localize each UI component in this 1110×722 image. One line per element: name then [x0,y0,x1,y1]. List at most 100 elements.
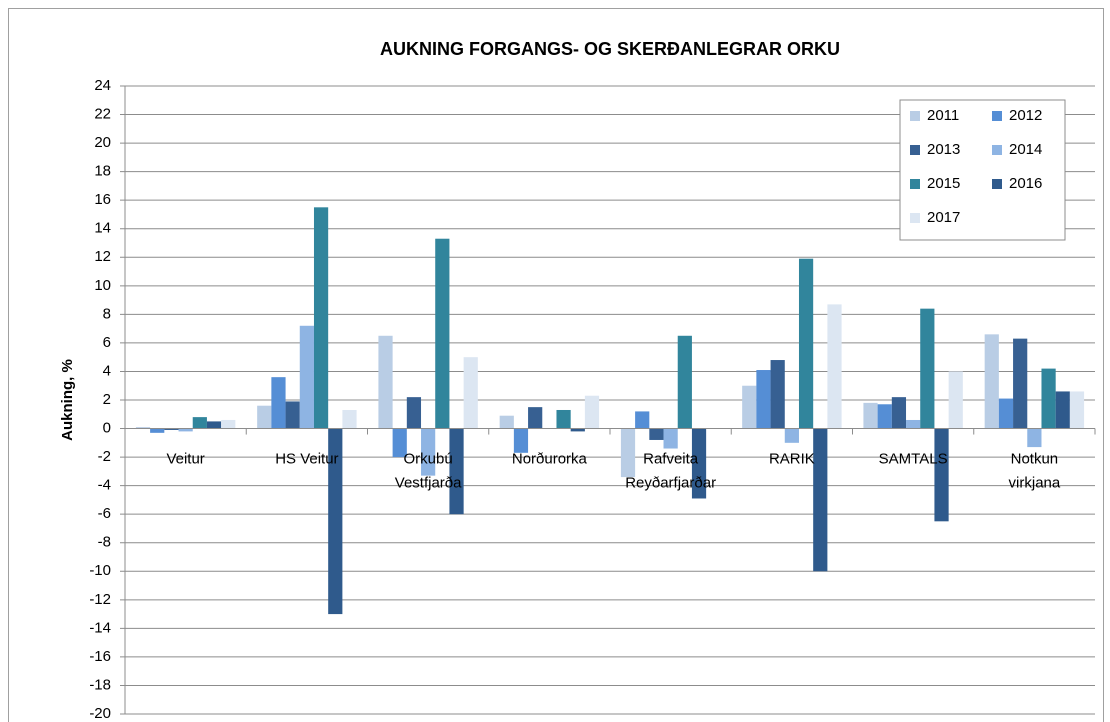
bar [998,398,1014,429]
x-tick-label: RARIK [769,451,815,468]
x-tick-label: HS Veitur [275,451,338,468]
chart-title: AUKNING FORGANGS- OG SKERÐANLEGRAR ORKU [380,39,840,59]
bar [1041,368,1056,429]
bar [221,419,236,429]
bar [435,238,450,429]
y-tick-label: 10 [94,277,111,294]
y-tick-label: 8 [103,305,111,322]
y-tick-label: -2 [98,448,111,465]
legend-swatch [992,111,1002,121]
bar [906,419,921,429]
bar [827,304,842,429]
y-tick-label: -20 [89,705,111,722]
legend-swatch [910,179,920,189]
bar [513,428,529,453]
x-tick-label: Vestfjarða [395,475,462,492]
bar [784,428,799,443]
bar [649,428,664,440]
bar [378,335,393,429]
bar [206,421,222,429]
bar [948,371,963,429]
bar [271,377,286,429]
legend-swatch [910,145,920,155]
legend-label: 2015 [927,175,960,192]
y-tick-label: -6 [98,505,111,522]
bar [299,325,314,429]
bar [691,428,707,499]
x-tick-label: Orkubú [404,451,453,468]
bar [528,407,543,429]
legend-swatch [910,213,920,223]
y-tick-label: 14 [94,220,111,237]
bar [192,417,207,429]
y-tick-label: -8 [98,534,111,551]
bar [584,395,600,429]
y-tick-label: 16 [94,191,111,208]
bar [463,357,478,429]
bar [620,428,636,478]
bar [770,360,785,429]
bar [798,258,814,429]
bar [570,428,585,432]
y-axis-label: Aukning, % [59,359,76,441]
legend-label: 2011 [927,107,959,124]
bar [677,335,692,429]
bar [406,397,422,429]
bar [635,411,650,429]
bar [342,409,357,429]
legend-label: 2014 [1009,141,1042,158]
x-tick-label: SAMTALS [879,451,948,468]
bar [178,428,193,432]
bar [499,415,514,429]
bar [863,402,878,429]
x-tick-label: virkjana [1009,475,1061,492]
bar [756,370,771,429]
legend-label: 2017 [927,209,960,226]
y-tick-label: 20 [94,134,111,151]
y-tick-label: 0 [103,420,111,437]
bar [1013,338,1028,429]
bar [421,428,436,476]
bar [742,385,757,429]
bar [877,404,892,429]
y-tick-label: -14 [89,619,111,636]
bar [285,401,300,429]
bar [891,397,907,429]
y-tick-label: 22 [94,106,111,123]
bar [392,428,407,458]
bar [1069,391,1085,429]
y-tick-label: 12 [94,248,111,265]
x-tick-label: Reyðarfjarðar [625,475,716,492]
y-tick-label: 24 [94,77,111,94]
y-tick-label: -18 [89,676,111,693]
y-tick-label: 2 [103,391,111,408]
y-tick-label: -4 [98,477,111,494]
legend-box [899,99,1066,241]
bar [920,308,935,429]
legend-swatch [910,111,920,121]
y-tick-label: -16 [89,648,111,665]
bar [1027,428,1042,448]
y-tick-label: -10 [89,562,111,579]
y-tick-label: 6 [103,334,111,351]
bar [135,427,151,429]
x-tick-label: Rafveita [643,451,699,468]
bar [813,428,828,572]
legend-swatch [992,145,1002,155]
y-tick-label: 18 [94,163,111,180]
y-tick-label: 4 [103,362,111,379]
x-tick-label: Veitur [166,451,204,468]
bar [934,428,949,522]
legend-label: 2013 [927,141,960,158]
legend-label: 2012 [1009,107,1042,124]
y-tick-label: -12 [89,591,111,608]
legend-label: 2016 [1009,175,1042,192]
bar [313,207,329,429]
bar [663,428,678,449]
x-tick-label: Norðurorka [512,451,588,468]
bar [556,409,571,429]
bar [150,428,165,433]
bar [164,428,179,430]
bar [257,405,272,429]
